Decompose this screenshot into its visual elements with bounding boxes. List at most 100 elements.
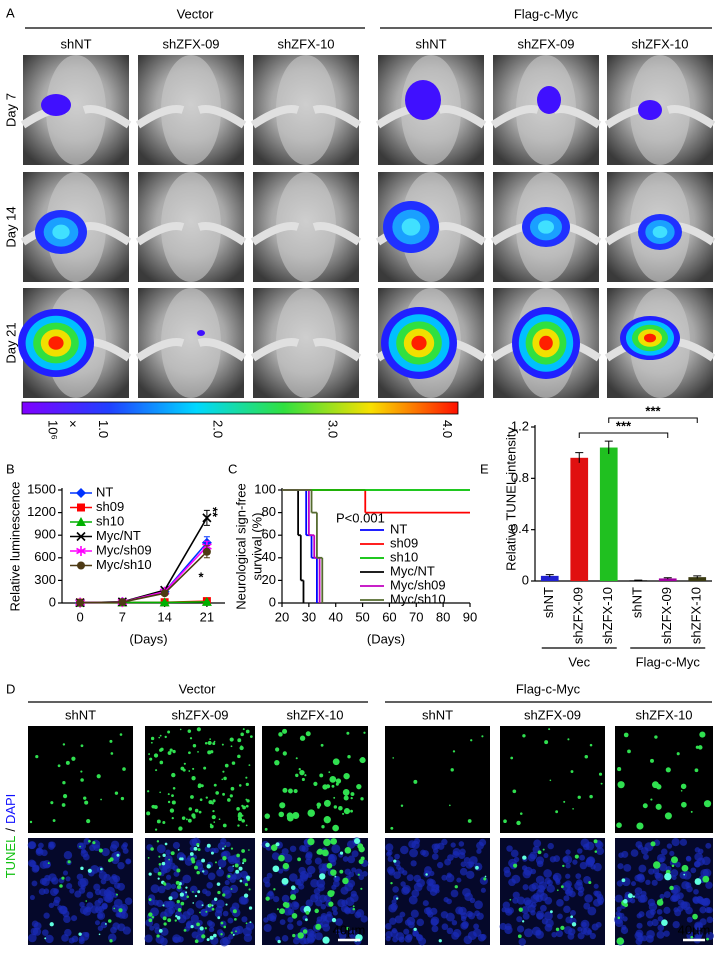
nucleus (238, 896, 248, 905)
nucleus (686, 916, 693, 923)
nucleus (466, 870, 475, 880)
nucleus (544, 877, 551, 885)
legend-label: sh09 (390, 535, 418, 550)
nucleus (651, 879, 658, 886)
tunel-signal (148, 912, 153, 917)
tunel-signal (201, 904, 204, 907)
error-bar (545, 574, 554, 578)
tunel-signal (158, 929, 163, 933)
nucleus (266, 872, 273, 879)
nucleus (208, 926, 215, 933)
tunel-signal (157, 871, 162, 876)
nucleus (278, 868, 284, 874)
tunel-signal (179, 892, 184, 897)
group-title: Vector (177, 6, 215, 21)
tunel-signal (57, 764, 61, 768)
tunel-signal (556, 889, 559, 892)
nucleus (614, 894, 623, 903)
nucleus (458, 906, 467, 916)
tunel-signal (236, 853, 240, 858)
tunel-signal (104, 923, 107, 925)
nucleus (177, 936, 184, 943)
marker (77, 503, 85, 512)
nucleus (31, 880, 38, 887)
nucleus (93, 844, 101, 852)
tunel-signal (224, 845, 227, 848)
tunel-signal (594, 850, 598, 853)
nucleus (555, 930, 563, 938)
nucleus (189, 885, 198, 894)
annotation: ** (206, 507, 221, 518)
nucleus (153, 867, 160, 874)
tunel-signal (167, 730, 171, 734)
nucleus (659, 893, 665, 899)
nucleus (241, 916, 248, 923)
tunel-signal (317, 806, 320, 809)
tunel-signal (549, 779, 552, 782)
tunel-signal (600, 782, 603, 785)
nucleus (305, 858, 312, 865)
tunel-signal (632, 895, 635, 898)
mouse-body (276, 172, 336, 282)
y-tick-label: 100 (254, 481, 276, 496)
nucleus (693, 888, 699, 895)
tunel-signal (513, 863, 518, 868)
nucleus (671, 893, 679, 901)
tunel-signal (333, 805, 338, 809)
tunel-signal (217, 916, 221, 920)
nucleus (675, 861, 681, 868)
tunel-signal (206, 843, 211, 848)
signal-region (537, 86, 561, 114)
bar (570, 457, 589, 581)
tunel-signal (357, 843, 364, 850)
colorbar-tick-label: 3.0 (325, 420, 340, 438)
nucleus (409, 848, 418, 858)
nucleus (404, 934, 413, 943)
y-tick-label: 0.8 (511, 470, 529, 485)
nucleus (547, 842, 554, 850)
tunel-signal (230, 786, 235, 791)
tunel-signal (352, 907, 356, 911)
tunel-signal (150, 741, 153, 744)
tunel-signal (217, 890, 221, 895)
series-line (80, 551, 208, 604)
x-tick-label: shZFX-09 (659, 587, 674, 644)
tunel-signal (186, 895, 189, 899)
nucleus (318, 863, 327, 872)
tunel-signal (164, 842, 168, 846)
tunel-signal (282, 862, 290, 870)
tunel-signal (218, 867, 222, 870)
tunel-signal (168, 896, 173, 901)
tunel-signal (563, 800, 566, 803)
tunel-signal (654, 735, 658, 739)
tunel-signal (278, 811, 285, 818)
tunel-signal (213, 821, 216, 823)
tunel-signal (692, 913, 698, 920)
nucleus (222, 910, 229, 917)
tunel-signal (671, 856, 678, 864)
nucleus (58, 905, 68, 915)
tunel-signal (222, 823, 227, 828)
nucleus (289, 845, 297, 853)
nucleus (191, 931, 199, 939)
tunel-signal (314, 908, 319, 914)
nucleus (165, 849, 171, 856)
signal-region (197, 330, 205, 336)
tunel-signal (656, 784, 662, 790)
tunel-signal (187, 818, 192, 823)
tunel-signal (185, 886, 188, 889)
tunel-signal (215, 791, 219, 795)
y-tick-label: 1200 (27, 504, 56, 519)
nucleus (386, 851, 392, 857)
nucleus (586, 929, 593, 935)
tunel-signal (100, 867, 103, 871)
tunel-signal (522, 734, 526, 738)
tunel-signal (665, 767, 671, 773)
nucleus (263, 923, 272, 932)
tunel-signal (229, 737, 234, 742)
tunel-signal (158, 855, 161, 858)
tunel-signal (650, 798, 653, 801)
nucleus (331, 844, 341, 854)
nucleus (565, 849, 571, 855)
